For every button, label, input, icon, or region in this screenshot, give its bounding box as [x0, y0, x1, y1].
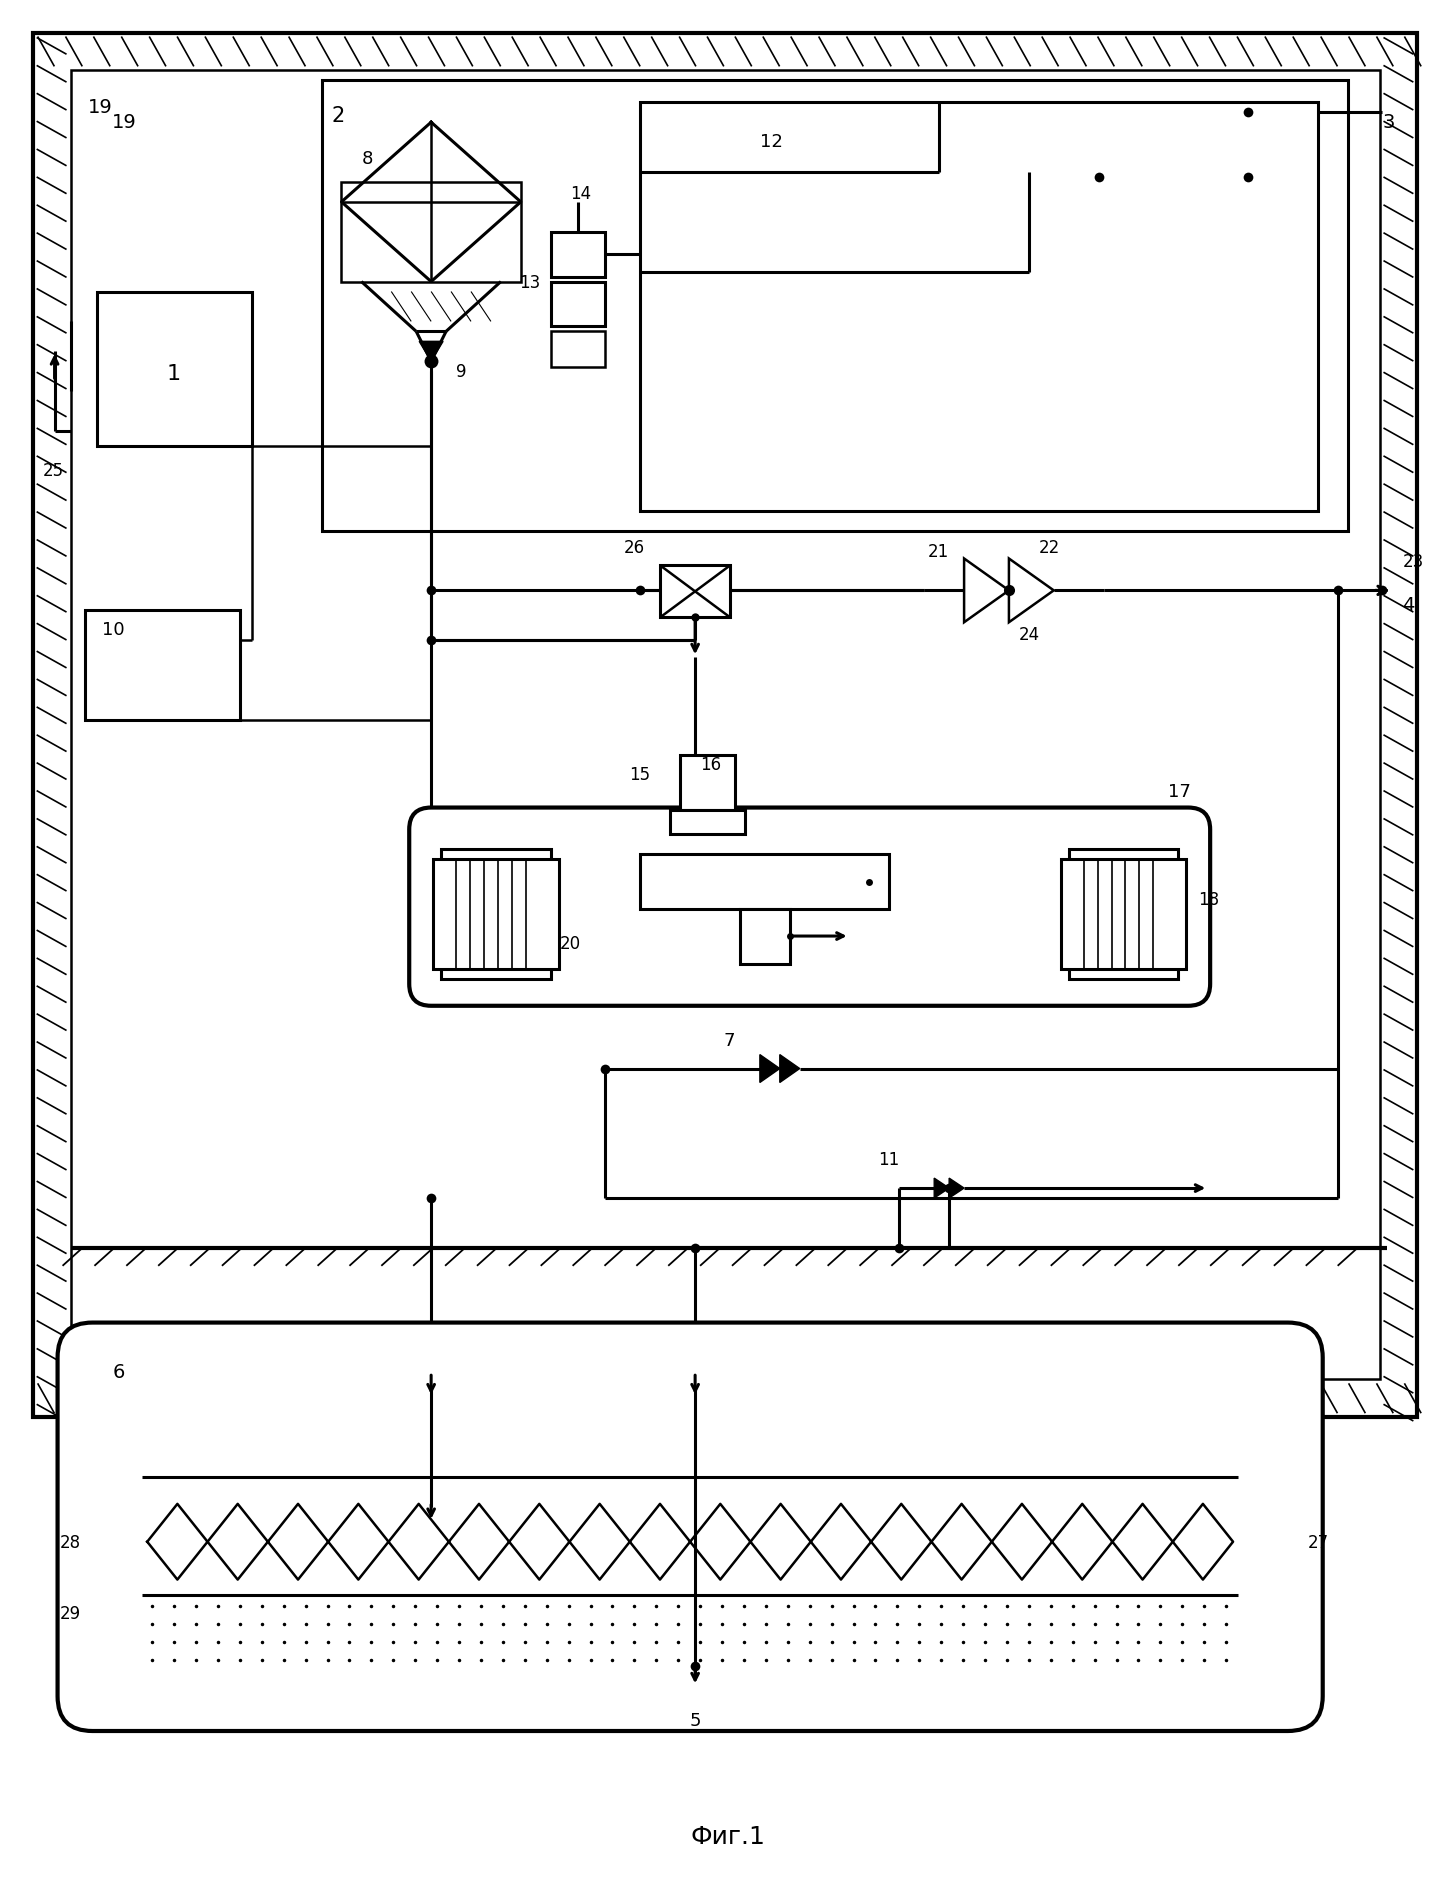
Bar — [441, 850, 550, 979]
Bar — [1061, 860, 1186, 970]
Text: 2: 2 — [332, 106, 345, 125]
Text: Фиг.1: Фиг.1 — [690, 1824, 765, 1847]
Text: 19: 19 — [87, 99, 112, 118]
Text: 20: 20 — [559, 934, 581, 953]
Text: 8: 8 — [361, 150, 372, 167]
Bar — [640, 102, 1318, 511]
Polygon shape — [934, 1179, 949, 1198]
Polygon shape — [760, 1055, 780, 1084]
Polygon shape — [965, 560, 1008, 623]
Text: 25: 25 — [42, 461, 64, 480]
Text: 14: 14 — [570, 184, 591, 203]
FancyBboxPatch shape — [58, 1323, 1323, 1731]
Bar — [70, 72, 1379, 1380]
Text: 13: 13 — [519, 273, 541, 292]
Polygon shape — [419, 342, 444, 363]
Bar — [32, 34, 1417, 1418]
Text: 3: 3 — [1382, 114, 1395, 133]
Text: 23: 23 — [1403, 552, 1423, 571]
Text: 26: 26 — [624, 539, 646, 556]
Polygon shape — [949, 1179, 965, 1198]
Text: 1: 1 — [167, 364, 182, 383]
Text: 10: 10 — [102, 621, 125, 640]
Text: 12: 12 — [760, 133, 783, 152]
Polygon shape — [780, 1055, 800, 1084]
Bar — [322, 82, 1347, 531]
Text: 16: 16 — [700, 755, 722, 772]
Text: 21: 21 — [928, 543, 949, 562]
Text: 27: 27 — [1308, 1534, 1328, 1551]
Polygon shape — [1008, 560, 1053, 623]
Bar — [679, 755, 735, 810]
Bar — [550, 233, 605, 277]
Bar — [550, 332, 605, 368]
Text: 22: 22 — [1039, 539, 1061, 556]
Text: 7: 7 — [723, 1031, 735, 1050]
Bar — [86, 611, 240, 721]
Text: 24: 24 — [1018, 626, 1040, 643]
Bar — [550, 283, 605, 326]
Text: 9: 9 — [455, 363, 467, 381]
Text: 6: 6 — [112, 1363, 125, 1382]
Bar — [342, 182, 521, 283]
Text: 28: 28 — [60, 1534, 80, 1551]
Bar — [640, 854, 889, 909]
Text: 4: 4 — [1403, 596, 1414, 615]
Bar — [671, 810, 745, 835]
Text: 15: 15 — [629, 765, 650, 784]
Bar — [1068, 850, 1179, 979]
FancyBboxPatch shape — [409, 809, 1211, 1006]
Bar — [434, 860, 559, 970]
Bar — [97, 292, 252, 446]
Text: 19: 19 — [112, 114, 137, 133]
Text: 17: 17 — [1168, 782, 1192, 801]
Bar — [741, 909, 790, 964]
Bar — [661, 566, 730, 619]
Text: 29: 29 — [60, 1604, 80, 1623]
Polygon shape — [342, 123, 521, 283]
Text: 5: 5 — [690, 1712, 701, 1729]
Text: 18: 18 — [1199, 890, 1219, 909]
Text: 11: 11 — [877, 1150, 899, 1169]
